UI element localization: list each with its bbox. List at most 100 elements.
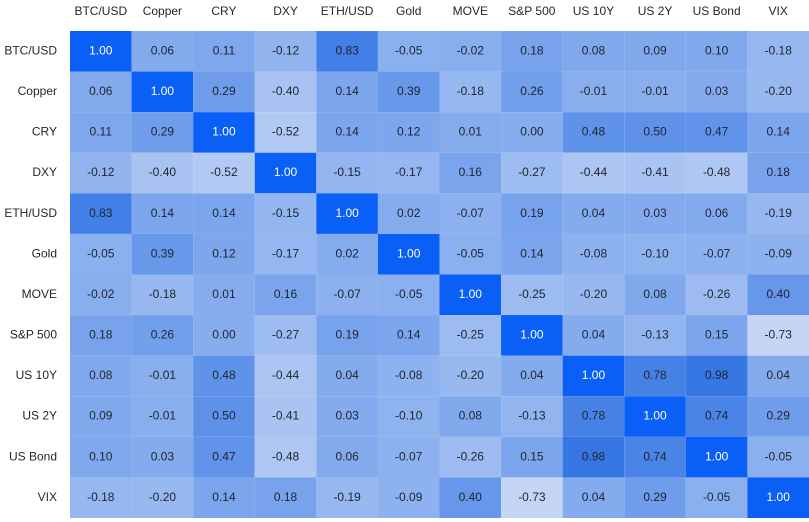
cell-value-label: -0.26 bbox=[457, 449, 485, 463]
heatmap-cell bbox=[377, 233, 440, 275]
heatmap-cell bbox=[624, 396, 686, 437]
heatmap-cell bbox=[501, 315, 563, 356]
cell-value-label: 0.18 bbox=[274, 490, 298, 504]
heatmap-cell bbox=[747, 355, 809, 397]
row-label: BTC/USD bbox=[4, 43, 57, 57]
heatmap-cell bbox=[254, 31, 317, 72]
heatmap-cell bbox=[316, 436, 378, 478]
column-label: S&P 500 bbox=[508, 4, 555, 18]
heatmap-cell bbox=[131, 315, 194, 356]
heatmap-cell bbox=[562, 274, 625, 316]
row-label: ETH/USD bbox=[4, 206, 57, 220]
cell-value-label: 0.40 bbox=[767, 287, 791, 301]
heatmap-cell bbox=[70, 477, 132, 518]
heatmap-cell bbox=[254, 355, 317, 397]
heatmap-cell bbox=[439, 315, 502, 356]
row-label: DXY bbox=[32, 165, 57, 179]
cell-value-label: 0.11 bbox=[90, 125, 113, 139]
heatmap-cell bbox=[316, 477, 378, 518]
heatmap-cell bbox=[254, 233, 317, 275]
row-label: CRY bbox=[32, 125, 57, 139]
heatmap-cell bbox=[70, 71, 132, 113]
cell-value-label: 0.18 bbox=[767, 165, 791, 179]
heatmap-cell bbox=[624, 274, 686, 316]
heatmap-cell bbox=[254, 436, 317, 478]
heatmap-cell bbox=[501, 436, 563, 478]
heatmap-cell bbox=[439, 355, 502, 397]
heatmap-cell bbox=[377, 274, 440, 316]
heatmap-cell bbox=[624, 477, 686, 518]
heatmap-cell bbox=[316, 31, 378, 72]
heatmap-cell bbox=[316, 315, 378, 356]
heatmap-cell bbox=[193, 112, 255, 153]
cell-value-label: 0.29 bbox=[643, 490, 667, 504]
heatmap-cell bbox=[624, 355, 686, 397]
heatmap-cell bbox=[747, 71, 809, 113]
cell-value-label: -0.40 bbox=[149, 165, 177, 179]
heatmap-cell bbox=[562, 112, 625, 153]
heatmap-cell bbox=[685, 396, 748, 437]
heatmap-cell bbox=[685, 233, 748, 275]
heatmap-cell bbox=[70, 233, 132, 275]
row-label: Copper bbox=[18, 84, 57, 98]
cell-value-label: 1.00 bbox=[643, 409, 667, 423]
cell-value-label: 0.12 bbox=[212, 246, 236, 260]
cell-value-label: -0.20 bbox=[580, 287, 608, 301]
cell-value-label: 0.08 bbox=[89, 368, 113, 382]
cell-value-label: -0.02 bbox=[457, 43, 485, 57]
column-label: BTC/USD bbox=[74, 4, 127, 18]
heatmap-cell bbox=[439, 193, 502, 234]
heatmap-cell bbox=[377, 31, 440, 72]
column-label: Gold bbox=[396, 4, 421, 18]
heatmap-cell bbox=[193, 233, 255, 275]
heatmap-cell bbox=[501, 31, 563, 72]
cell-value-label: 0.10 bbox=[705, 43, 729, 57]
row-label: US Bond bbox=[9, 449, 57, 463]
heatmap-cell bbox=[439, 436, 502, 478]
heatmap-cell bbox=[131, 396, 194, 437]
cell-value-label: -0.01 bbox=[641, 84, 669, 98]
cell-value-label: -0.07 bbox=[333, 287, 361, 301]
cell-value-label: 0.16 bbox=[459, 165, 483, 179]
heatmap-cell bbox=[562, 193, 625, 234]
cell-value-label: 0.15 bbox=[520, 449, 544, 463]
cell-value-label: 0.29 bbox=[151, 125, 175, 139]
heatmap-cell bbox=[685, 436, 748, 478]
heatmap-cell bbox=[131, 436, 194, 478]
cell-value-label: 1.00 bbox=[459, 287, 483, 301]
heatmap-cell bbox=[562, 436, 625, 478]
heatmap-cell bbox=[70, 274, 132, 316]
cell-value-label: -0.44 bbox=[272, 368, 300, 382]
heatmap-cell bbox=[439, 233, 502, 275]
cell-value-label: 0.03 bbox=[643, 206, 667, 220]
cell-value-label: 0.98 bbox=[705, 368, 729, 382]
cell-value-label: -0.27 bbox=[518, 165, 546, 179]
cell-value-label: -0.25 bbox=[518, 287, 546, 301]
cell-value-label: -0.08 bbox=[580, 246, 608, 260]
heatmap-cell bbox=[501, 477, 563, 518]
heatmap-cell bbox=[747, 193, 809, 234]
heatmap-cell bbox=[70, 152, 132, 194]
cell-value-label: 0.40 bbox=[459, 490, 483, 504]
heatmap-cell bbox=[377, 71, 440, 113]
cell-value-label: 0.83 bbox=[335, 43, 359, 57]
heatmap-cell bbox=[131, 355, 194, 397]
heatmap-cell bbox=[685, 315, 748, 356]
heatmap-cell bbox=[377, 396, 440, 437]
heatmap-cell bbox=[131, 112, 194, 153]
cell-value-label: 0.06 bbox=[89, 84, 113, 98]
cell-value-label: 0.26 bbox=[520, 84, 544, 98]
heatmap-cell bbox=[316, 152, 378, 194]
cell-value-label: 0.04 bbox=[767, 368, 791, 382]
cell-value-label: 0.08 bbox=[643, 287, 667, 301]
cell-value-label: -0.20 bbox=[149, 490, 177, 504]
cell-value-label: 0.14 bbox=[212, 490, 236, 504]
cell-value-label: 0.03 bbox=[335, 409, 359, 423]
heatmap-cell bbox=[70, 193, 132, 234]
cell-value-label: 0.03 bbox=[151, 449, 175, 463]
cell-value-label: -0.18 bbox=[87, 490, 115, 504]
cell-value-label: -0.05 bbox=[395, 287, 423, 301]
cell-value-label: 1.00 bbox=[335, 206, 359, 220]
heatmap-cell bbox=[316, 193, 378, 234]
cell-value-label: -0.07 bbox=[395, 449, 423, 463]
